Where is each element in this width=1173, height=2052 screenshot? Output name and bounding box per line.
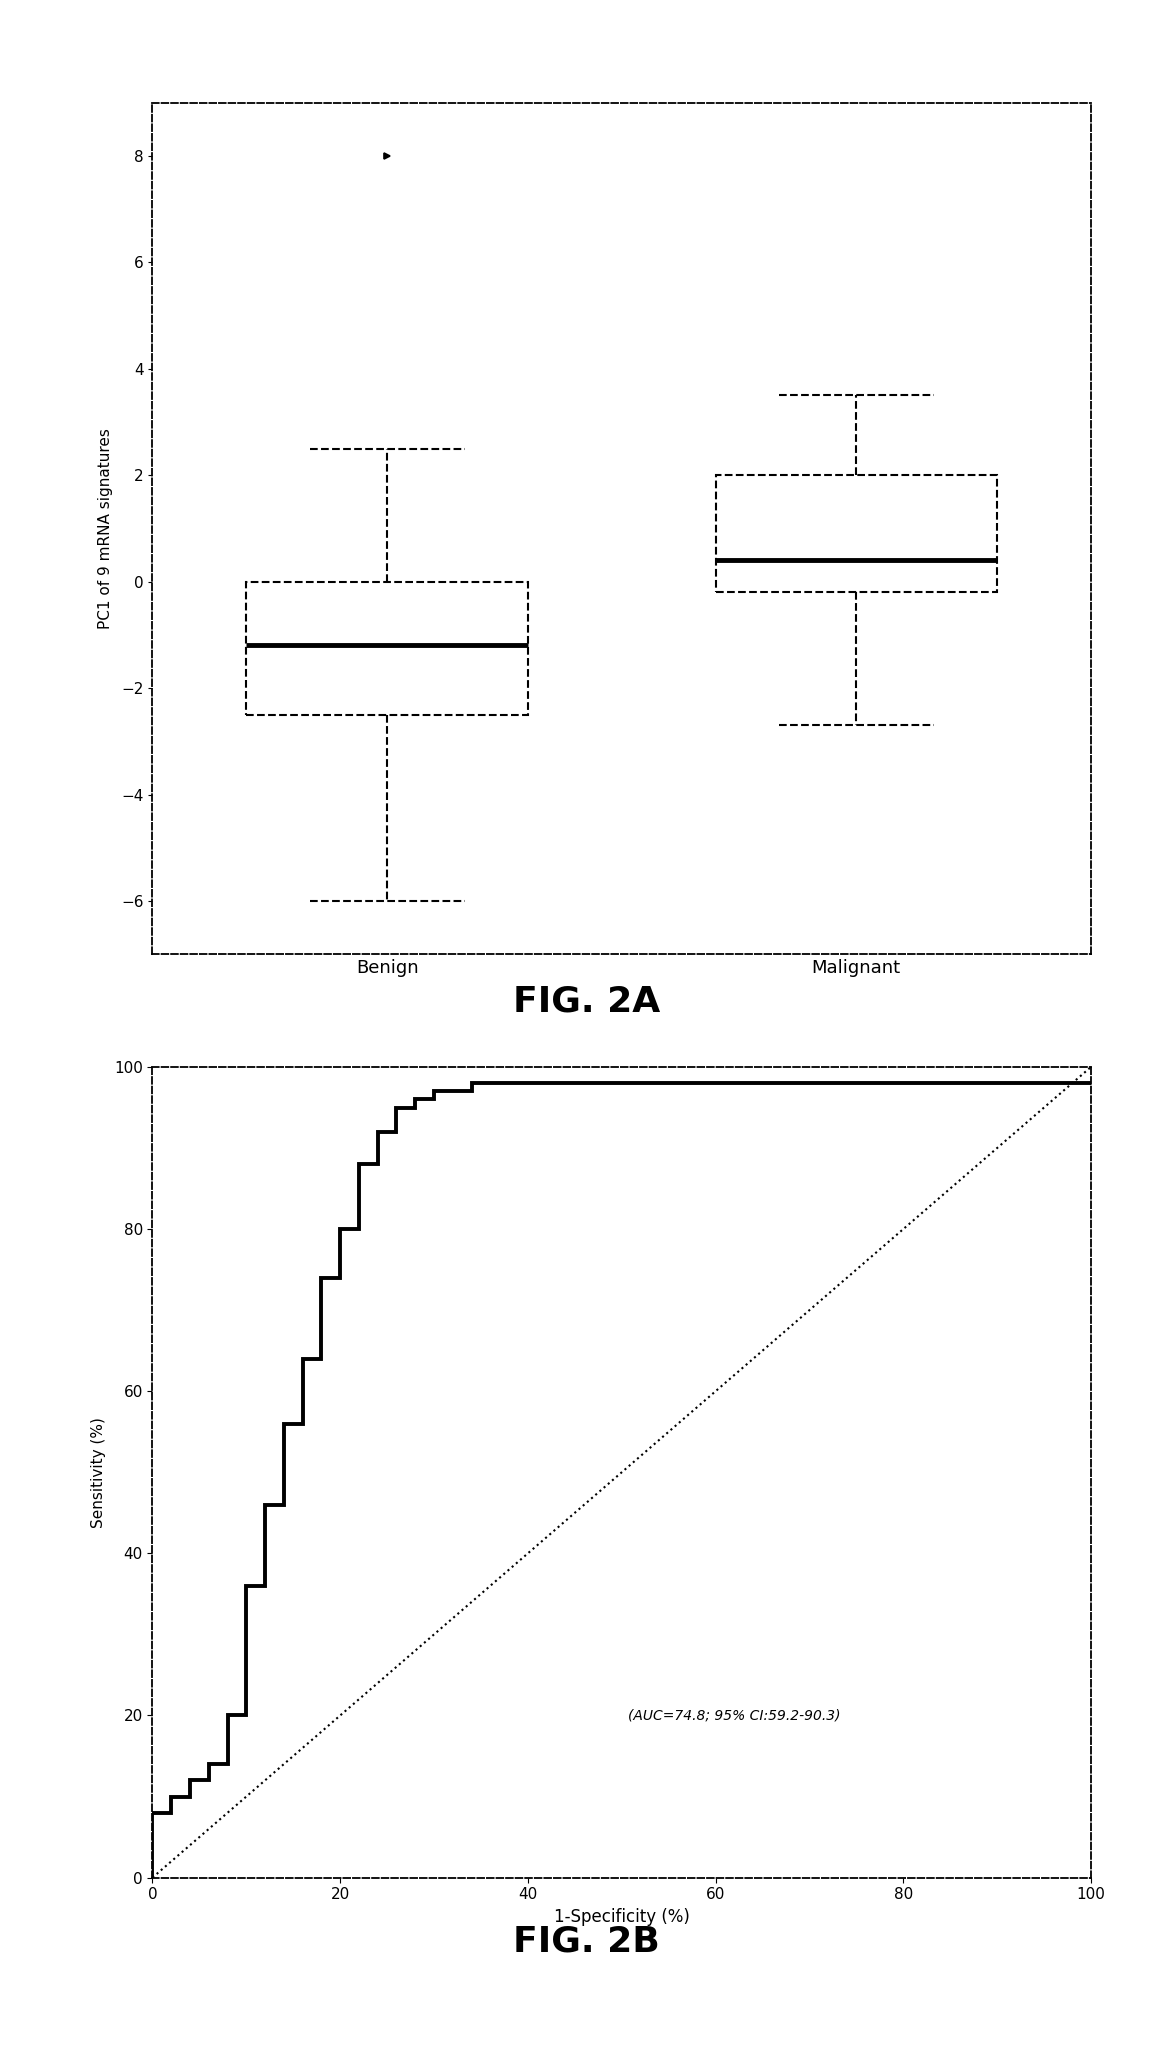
Text: (AUC=74.8; 95% CI:59.2-90.3): (AUC=74.8; 95% CI:59.2-90.3) <box>628 1709 841 1722</box>
Text: FIG. 2B: FIG. 2B <box>513 1925 660 1960</box>
Y-axis label: PC1 of 9 mRNA signatures: PC1 of 9 mRNA signatures <box>97 429 113 628</box>
Y-axis label: Sensitivity (%): Sensitivity (%) <box>90 1416 106 1529</box>
Bar <box>716 476 997 593</box>
X-axis label: 1-Specificity (%): 1-Specificity (%) <box>554 1908 690 1927</box>
Text: FIG. 2A: FIG. 2A <box>513 985 660 1020</box>
Bar <box>246 581 528 714</box>
